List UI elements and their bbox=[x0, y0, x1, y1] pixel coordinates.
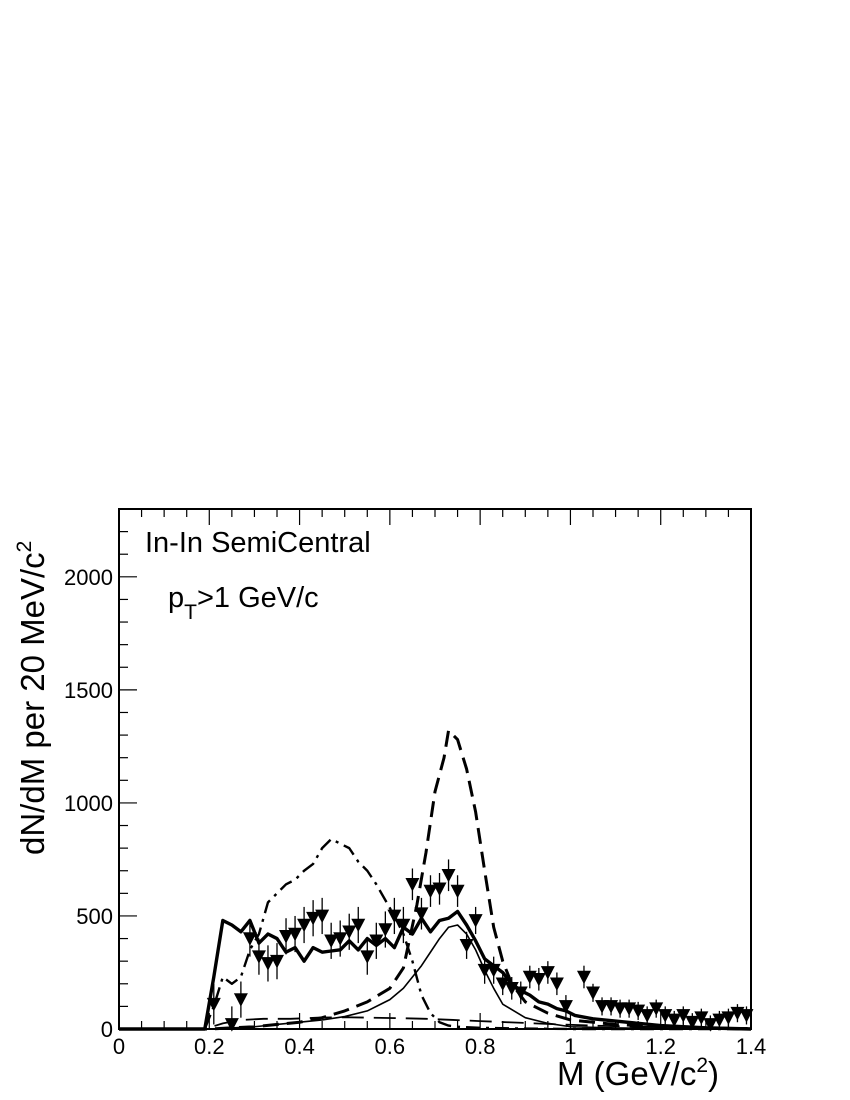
data-point bbox=[649, 1002, 664, 1016]
data-point bbox=[513, 986, 528, 1000]
data-point bbox=[251, 950, 266, 964]
data-point bbox=[270, 954, 284, 969]
data-point bbox=[549, 977, 564, 991]
data-point bbox=[450, 884, 465, 899]
data-point bbox=[576, 970, 591, 985]
y-tick-label: 0 bbox=[101, 1017, 113, 1042]
data-point bbox=[685, 1015, 700, 1030]
data-point bbox=[640, 1009, 655, 1023]
data-point bbox=[441, 868, 456, 883]
data-points bbox=[206, 859, 754, 1032]
data-point bbox=[613, 1002, 628, 1016]
data-point bbox=[206, 997, 221, 1012]
annotation-pt-text: >1 GeV/c bbox=[197, 582, 319, 614]
x-tick-label: 1 bbox=[564, 1034, 576, 1059]
data-point bbox=[369, 934, 384, 948]
y-axis-title: dN/dM per 20 MeV/c2 bbox=[13, 541, 51, 855]
data-point bbox=[233, 993, 248, 1007]
y-axis-title-text: dN/dM per 20 MeV/c bbox=[14, 552, 51, 855]
data-point bbox=[396, 918, 411, 933]
data-point bbox=[531, 972, 546, 987]
data-point bbox=[712, 1013, 727, 1028]
series-line-thin-solid bbox=[119, 924, 752, 1030]
data-point bbox=[486, 963, 501, 978]
x-axis-title: M (GeV/c2) bbox=[557, 1054, 719, 1092]
data-point bbox=[721, 1011, 736, 1025]
data-point bbox=[595, 1000, 610, 1014]
y-tick-label: 500 bbox=[76, 904, 113, 929]
x-tick-label: 1.4 bbox=[736, 1034, 767, 1059]
x-tick-label: 0 bbox=[113, 1034, 125, 1059]
x-tick-label: 1.2 bbox=[645, 1034, 676, 1059]
y-tick-label: 1000 bbox=[64, 791, 113, 816]
data-point bbox=[540, 966, 555, 980]
data-point bbox=[324, 934, 339, 948]
data-point bbox=[306, 911, 321, 926]
data-point bbox=[459, 939, 474, 953]
data-point bbox=[405, 878, 420, 892]
data-point bbox=[667, 1013, 682, 1028]
axes: 0 0.2 0.4 0.6 0.8 1 1.2 1.4 0 500 1000 1500 2000 bbox=[64, 508, 767, 1059]
series-line-dash-dot bbox=[119, 837, 751, 1031]
x-axis-title-text: M (GeV/c bbox=[557, 1055, 696, 1092]
y-tick-label: 2000 bbox=[64, 565, 113, 590]
x-axis-title-close: ) bbox=[708, 1055, 719, 1092]
data-point bbox=[739, 1009, 754, 1023]
data-point bbox=[279, 930, 294, 944]
data-point bbox=[468, 914, 483, 928]
x-tick-label: 0.8 bbox=[465, 1034, 496, 1059]
annotation-system: In-In SemiCentral bbox=[145, 527, 371, 559]
data-point bbox=[586, 986, 600, 1000]
data-point bbox=[414, 907, 429, 921]
annotation-pt-p: p bbox=[168, 582, 184, 614]
data-point bbox=[315, 909, 330, 924]
series-line-dashed bbox=[119, 729, 752, 1031]
plot-area bbox=[119, 509, 751, 1029]
y-axis-title-sup: 2 bbox=[13, 541, 36, 553]
data-point bbox=[558, 1000, 573, 1014]
data-point bbox=[676, 1009, 691, 1023]
data-point bbox=[242, 932, 257, 946]
x-axis-title-sup: 2 bbox=[696, 1054, 708, 1077]
labels: In-In SemiCentral pT>1 GeV/c M (GeV/c2) … bbox=[13, 527, 719, 1092]
series-line-long-dash bbox=[119, 1016, 751, 1030]
y-tick-label: 1500 bbox=[64, 678, 113, 703]
annotation-pt-subscript: T bbox=[184, 601, 197, 624]
data-point bbox=[423, 884, 438, 899]
data-point bbox=[342, 925, 357, 939]
data-point bbox=[297, 918, 312, 933]
x-tick-label: 0.6 bbox=[375, 1034, 406, 1059]
data-point bbox=[333, 932, 348, 946]
x-tick-label: 0.4 bbox=[284, 1034, 315, 1059]
data-point bbox=[432, 882, 447, 896]
plot-background bbox=[119, 509, 751, 1029]
x-tick-label: 0.2 bbox=[194, 1034, 225, 1059]
data-point bbox=[387, 909, 402, 924]
data-point bbox=[260, 957, 275, 971]
data-point bbox=[288, 927, 303, 942]
data-point bbox=[351, 918, 366, 933]
data-point bbox=[694, 1011, 709, 1025]
data-point bbox=[477, 963, 492, 978]
data-point bbox=[703, 1018, 718, 1032]
annotation-pt-cut: pT>1 GeV/c bbox=[168, 582, 319, 624]
data-point bbox=[378, 923, 393, 937]
data-point bbox=[360, 950, 375, 964]
